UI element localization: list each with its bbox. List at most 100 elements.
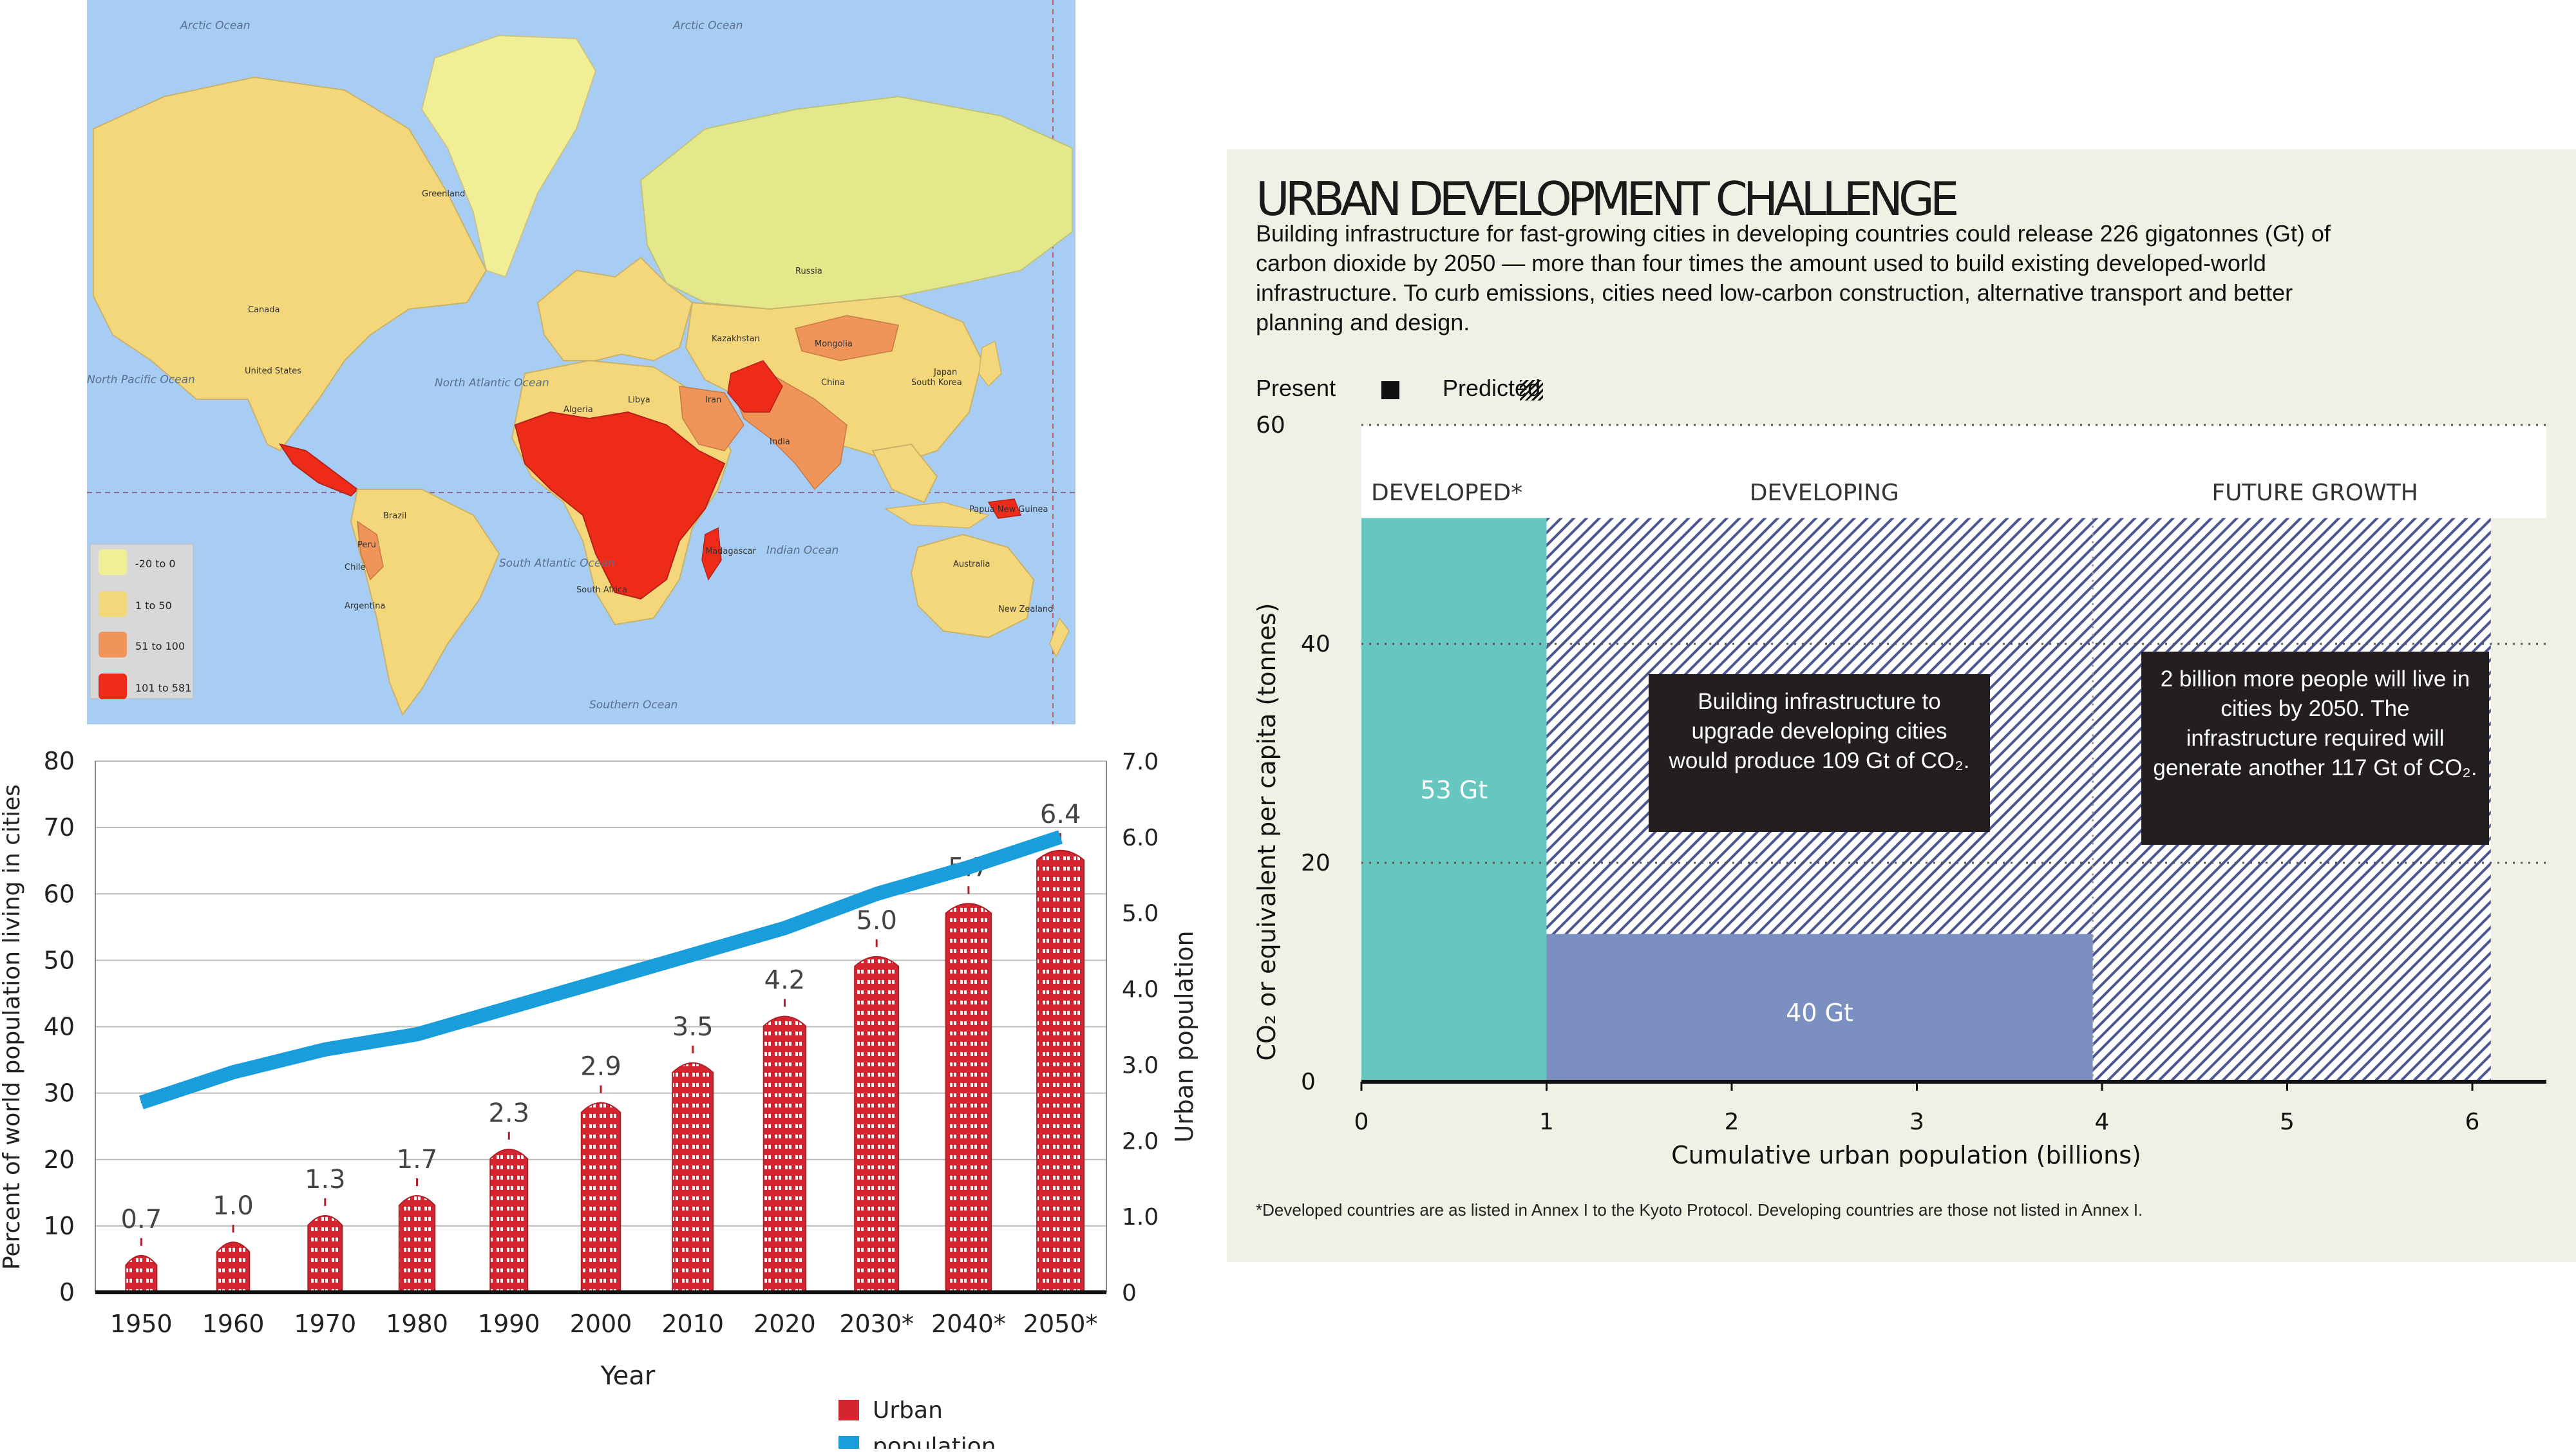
- pop-bar-data-label: 1.3: [305, 1165, 346, 1194]
- pop-bar: [125, 1238, 158, 1293]
- pop-bar-data-label: 1.7: [397, 1145, 438, 1174]
- map-madagascar: [701, 527, 722, 581]
- pop-x-tick-label: 2050*: [1023, 1310, 1098, 1338]
- map-new-zealand: [1049, 617, 1070, 658]
- pop-right-tick-label: 0: [1122, 1280, 1137, 1306]
- map-country-label: Canada: [248, 305, 279, 315]
- pop-legend-swatch: [838, 1400, 859, 1420]
- pop-line-point: [692, 954, 694, 956]
- pop-bar-data-label: 5.0: [856, 906, 897, 936]
- pop-bar-data-label: 2.9: [580, 1052, 621, 1082]
- co2-y-tick-label: 60: [1256, 412, 1285, 438]
- pop-x-tick-label: 1980: [386, 1310, 448, 1338]
- map-country-label: Greenland: [422, 189, 465, 199]
- map-country-label: Algeria: [564, 405, 593, 415]
- co2-x-tick-label: 6: [2465, 1109, 2480, 1135]
- urban-footnote: *Developed countries are as listed in An…: [1256, 1200, 2143, 1220]
- pop-x-tick-label: 1970: [294, 1310, 356, 1338]
- pop-bar: [489, 1131, 529, 1293]
- co2-block-label: 40 Gt: [1786, 999, 1853, 1027]
- map-papua-new-guinea: [987, 498, 1022, 519]
- map-ocean-label: North Pacific Ocean: [87, 373, 195, 386]
- map-country-label: Brazil: [383, 511, 406, 521]
- map-europe: [536, 256, 694, 362]
- map-north-america: [93, 76, 488, 452]
- map-legend-swatch: [99, 632, 127, 657]
- map-country-label: Kazakhstan: [712, 334, 760, 344]
- map-legend-swatch: [99, 674, 127, 699]
- pop-bar: [854, 939, 900, 1293]
- pop-left-tick-label: 30: [44, 1079, 75, 1108]
- map-ocean-label: Arctic Ocean: [180, 19, 250, 32]
- pop-x-tick-label: 1950: [110, 1310, 173, 1338]
- pop-line-point: [324, 1048, 326, 1050]
- co2-y-tick-label: 40: [1301, 631, 1331, 657]
- map-greenland: [421, 34, 597, 278]
- pop-line-point: [876, 893, 878, 895]
- legend-predicted-swatch: [1520, 380, 1543, 401]
- co2-x-tick-label: 5: [2280, 1109, 2295, 1135]
- co2-present-block: [1546, 934, 2093, 1082]
- pop-left-tick-label: 10: [44, 1212, 75, 1240]
- co2-region-label: DEVELOPED*: [1371, 480, 1522, 506]
- pop-right-tick-label: 5.0: [1122, 901, 1159, 927]
- map-mongolia: [795, 315, 899, 361]
- map-country-label: Papua New Guinea: [969, 505, 1048, 514]
- pop-bar: [580, 1085, 621, 1293]
- pop-x-tick-label: 2040*: [931, 1310, 1006, 1338]
- co2-region-label: FUTURE GROWTH: [2211, 480, 2418, 506]
- map-legend-label: 1 to 50: [135, 599, 172, 612]
- urban-population-chart-panel: 0 10 20 30 40 50 60 70 80 0 1.0 2.0 3.0 4.0 5.0 6.0 7.0 0…: [0, 740, 1211, 1452]
- map-ocean-label: South Atlantic Ocean: [499, 557, 615, 570]
- co2-y-tick-label: 0: [1301, 1069, 1316, 1095]
- map-country-label: China: [821, 378, 845, 388]
- map-south-america: [350, 489, 500, 717]
- pop-bar: [762, 999, 807, 1293]
- pop-left-tick-label: 50: [44, 946, 75, 974]
- map-legend-label: 51 to 100: [135, 640, 185, 652]
- pop-right-axis-label: Urban population: [1170, 930, 1198, 1142]
- pop-right-tick-label: 6.0: [1122, 825, 1159, 851]
- map-australia: [910, 533, 1035, 639]
- map-russia: [639, 95, 1073, 310]
- co2-x-tick-label: 1: [1539, 1109, 1554, 1135]
- urban-description: Building infrastructure for fast-growing…: [1256, 220, 2331, 335]
- pop-left-tick-label: 0: [59, 1278, 75, 1306]
- legend-present-label: Present: [1256, 375, 1336, 401]
- co2-x-tick-label: 4: [2095, 1109, 2110, 1135]
- pop-legend-label: population: [873, 1433, 996, 1449]
- pop-line-point: [600, 980, 601, 982]
- map-country-label: United States: [245, 366, 301, 376]
- pop-x-tick-label: 2000: [570, 1310, 632, 1338]
- map-country-label: Japan: [933, 368, 957, 377]
- map-legend-label: 101 to 581: [135, 682, 191, 694]
- urban-title: URBAN DEVELOPMENT CHALLENGE: [1256, 172, 1959, 226]
- map-japan: [978, 340, 1002, 388]
- map-legend-label: -20 to 0: [135, 558, 176, 570]
- map-country-label: Russia: [795, 267, 822, 276]
- annotation-developing: Building infrastructure to upgrade devel…: [1649, 674, 1990, 832]
- map-south-america-west: [357, 520, 384, 581]
- pop-bar-data-label: 4.2: [764, 966, 806, 995]
- pop-right-tick-label: 7.0: [1122, 749, 1159, 775]
- map-ocean-label: North Atlantic Ocean: [435, 377, 549, 390]
- pop-left-tick-label: 60: [44, 880, 75, 908]
- world-map-panel: -20 to 0 1 to 50 51 to 100 101 to 581 Arcti…: [87, 0, 1075, 724]
- pop-bar: [307, 1198, 343, 1293]
- co2-label-strip: [1361, 425, 2546, 518]
- pop-bar: [216, 1225, 251, 1293]
- pop-right-tick-label: 1.0: [1122, 1204, 1159, 1230]
- pop-x-tick-label: 2010: [661, 1310, 724, 1338]
- co2-region-label: DEVELOPING: [1750, 480, 1899, 506]
- pop-bar-data-label: 1.0: [213, 1191, 254, 1221]
- urban-population-chart: 0 10 20 30 40 50 60 70 80 0 1.0 2.0 3.0 4.0 5.0 6.0 7.0 0…: [0, 747, 1198, 1452]
- map-pakistan-afghanistan: [727, 360, 783, 413]
- pop-x-tick-label: 1960: [202, 1310, 265, 1338]
- pop-line-point: [416, 1033, 418, 1035]
- map-ocean-label: Indian Ocean: [766, 544, 838, 557]
- map-country-label: Iran: [705, 395, 721, 405]
- pop-x-tick-label: 2020: [753, 1310, 816, 1338]
- map-country-label: Peru: [357, 540, 376, 550]
- map-sub-saharan-africa: [514, 411, 726, 600]
- map-country-label: Chile: [345, 563, 366, 572]
